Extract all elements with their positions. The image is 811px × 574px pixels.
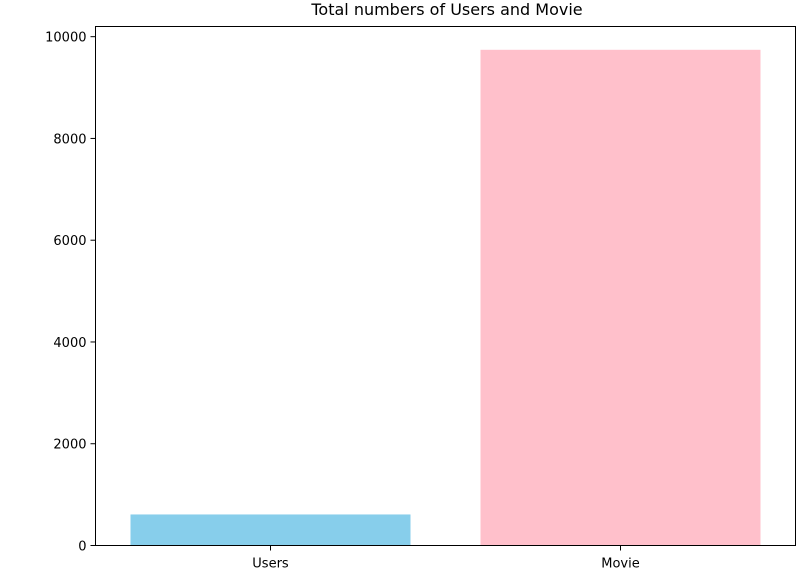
plot-area-frame <box>95 26 796 546</box>
x-axis: Users Movie <box>252 545 640 572</box>
y-tick-label: 6000 <box>53 234 86 249</box>
chart-title: Total numbers of Users and Movie <box>310 0 582 19</box>
x-tick-label: Users <box>252 557 289 572</box>
y-tick-label: 0 <box>78 540 86 555</box>
y-axis: 0 2000 4000 6000 8000 10000 <box>45 31 96 555</box>
y-tick-label: 2000 <box>53 438 86 453</box>
bars-layer <box>130 49 761 546</box>
y-tick-label: 10000 <box>45 31 86 46</box>
y-tick-label: 4000 <box>53 336 86 351</box>
bar-movie <box>480 49 761 546</box>
x-tick-label: Movie <box>601 557 639 572</box>
y-tick-label: 8000 <box>53 132 86 147</box>
bar-users <box>130 514 411 546</box>
